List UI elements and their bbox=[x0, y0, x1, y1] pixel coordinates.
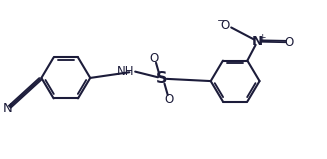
Text: O: O bbox=[165, 93, 174, 106]
Text: +: + bbox=[258, 33, 266, 42]
Text: N: N bbox=[3, 102, 13, 115]
Text: NH: NH bbox=[117, 65, 135, 78]
Text: O: O bbox=[284, 36, 294, 49]
Text: N: N bbox=[252, 35, 263, 48]
Text: O: O bbox=[150, 52, 159, 65]
Text: −: − bbox=[217, 16, 226, 26]
Text: S: S bbox=[156, 71, 168, 86]
Text: O: O bbox=[221, 19, 230, 32]
